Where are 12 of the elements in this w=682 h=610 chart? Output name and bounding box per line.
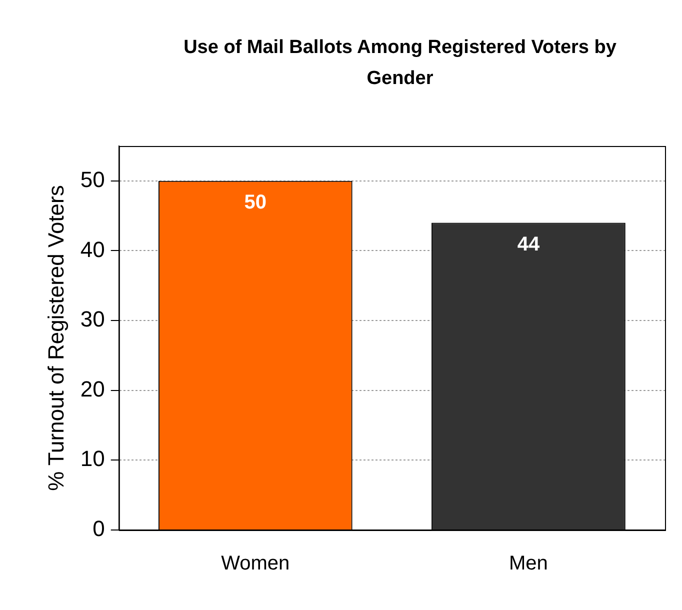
y-tick-label: 0 [92,516,105,542]
x-tick-label: Men [509,552,548,575]
data-label: 44 [517,233,540,256]
data-label: 50 [244,191,267,214]
y-tick-label: 10 [80,446,105,472]
y-tick-label: 40 [80,236,105,262]
y-tick-label: 20 [80,376,105,402]
y-tick-label: 30 [80,306,105,332]
y-axis-title: % Turnout of Registered Voters [43,185,68,491]
chart-title: Use of Mail Ballots Among Registered Voters by Gender [182,36,618,91]
y-tick-label: 50 [80,166,105,192]
x-tick-label: Women [221,552,290,575]
